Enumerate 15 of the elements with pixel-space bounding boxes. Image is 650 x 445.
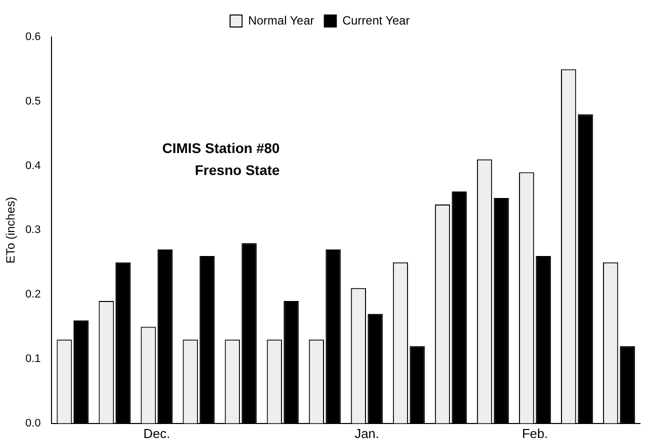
legend-label: Normal Year (248, 13, 314, 28)
y-tick-label: 0.3 (25, 224, 41, 236)
y-axis-title: ETo (inches) (4, 196, 18, 264)
y-tick-label: 0.6 (25, 31, 41, 44)
annotation: Fresno State (194, 162, 280, 178)
x-tick-label: Jan. (354, 426, 380, 441)
annotation: CIMIS Station #80 (162, 140, 280, 156)
legend-label: Current Year (342, 13, 410, 28)
y-tick-label: 0.1 (25, 353, 41, 366)
x-tick-label: Feb. (522, 426, 548, 441)
y-tick-label: 0.4 (25, 160, 41, 172)
y-tick-label: 0.2 (25, 288, 41, 301)
x-tick-label: Dec. (143, 426, 170, 441)
y-tick-label: 0.5 (25, 95, 41, 108)
y-tick-label: 0.0 (25, 417, 41, 430)
